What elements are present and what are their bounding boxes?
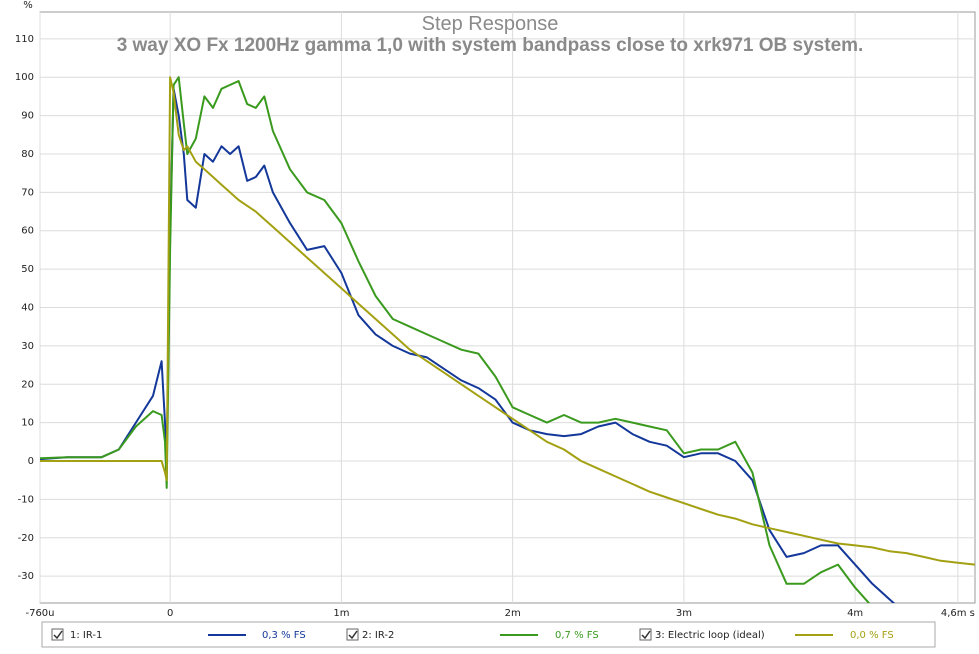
legend-checkbox[interactable] [639,628,652,641]
y-tick-label: -30 [18,571,34,582]
chart-subtitle: 3 way XO Fx 1200Hz gamma 1,0 with system… [116,35,864,56]
x-tick-label: 4,6m s [941,608,975,619]
y-tick-label: 70 [21,187,34,198]
x-tick-label: 3m [676,608,692,619]
legend-check [53,630,63,640]
y-tick-label: 90 [21,111,34,122]
y-tick-label: 40 [21,303,34,314]
x-tick-label: 2m [505,608,521,619]
legend-label: 2: IR-2 [362,630,394,641]
y-tick-label: 10 [21,418,34,429]
x-tick-label: -760u [25,608,54,619]
x-tick-label: 1m [333,608,349,619]
y-tick-label: -10 [18,494,34,505]
y-tick-label: -20 [18,533,34,544]
plot-lines [40,76,975,603]
y-tick-label: 30 [21,341,34,352]
legend-label: 1: IR-1 [70,630,102,641]
x-tick-label: 0 [167,608,173,619]
legend-label: 3: Electric loop (ideal) [655,630,765,641]
y-tick-label: 100 [15,72,34,83]
y-tick-label: 110 [15,34,34,45]
series-line [40,76,871,603]
y-tick-label: 20 [21,379,34,390]
legend-checkbox[interactable] [51,628,64,641]
y-tick-label: 80 [21,149,34,160]
legend-checkbox[interactable] [346,628,359,641]
y-axis-label: % [23,0,33,11]
legend-check [348,630,358,640]
legend-value: 0,7 % FS [555,630,599,641]
series-line [40,76,975,566]
x-tick-label: 4m [847,608,863,619]
legend-box [41,621,936,648]
chart-title: Step Response [421,13,559,35]
legend-value: 0,0 % FS [850,630,894,641]
y-tick-label: 0 [28,456,34,467]
legend-check [641,630,651,640]
legend-value: 0,3 % FS [262,630,306,641]
y-tick-label: 50 [21,264,34,275]
y-tick-label: 60 [21,226,34,237]
titles: Step Response 3 way XO Fx 1200Hz gamma 1… [90,13,890,57]
